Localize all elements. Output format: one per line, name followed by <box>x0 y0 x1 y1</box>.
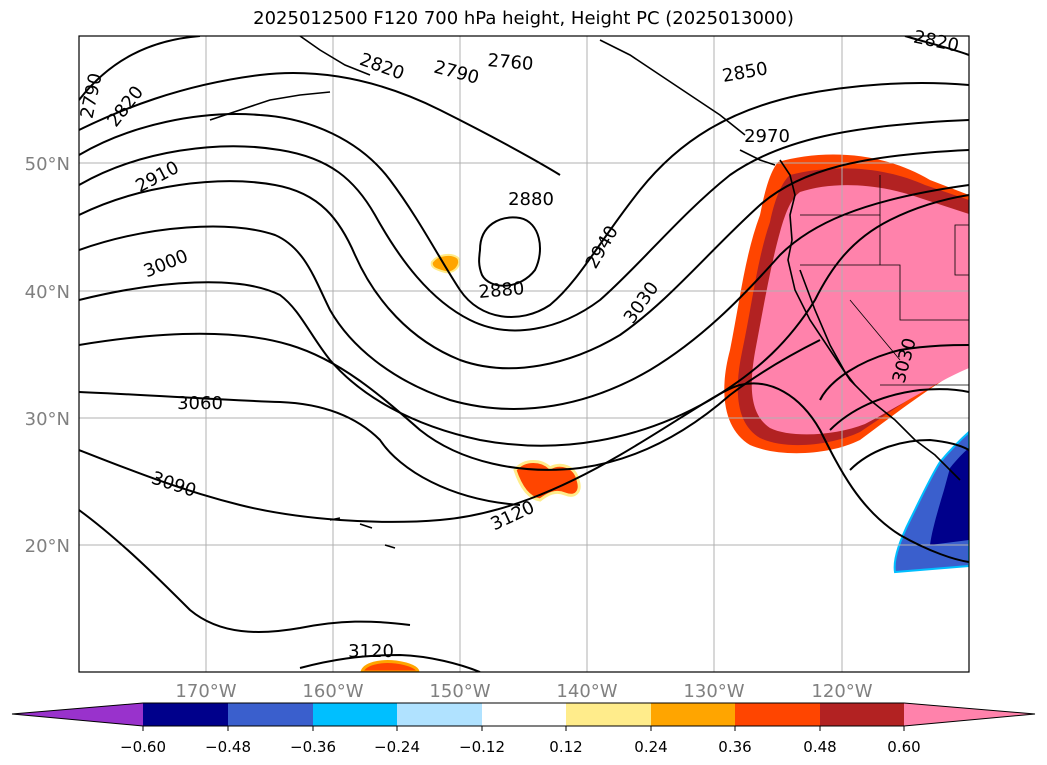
colorbar-tick: −0.60 <box>120 738 166 756</box>
map-panel <box>79 36 969 672</box>
colorbar-swatch <box>313 703 397 726</box>
colorbar-swatch <box>820 703 904 726</box>
colorbar-tick: −0.48 <box>205 738 251 756</box>
contour-label: 2880 <box>508 189 554 210</box>
contour-label: 2940 <box>582 222 623 272</box>
height-contours <box>79 36 969 672</box>
lon-label: 150°W <box>429 681 490 702</box>
lat-label: 50°N <box>25 154 70 175</box>
colorbar-extend-low <box>12 703 143 726</box>
colorbar-swatch <box>566 703 651 726</box>
positive-anomaly-blob <box>513 460 581 502</box>
negative-anomaly-core <box>930 448 969 545</box>
positive-anomaly-peak <box>751 185 969 435</box>
contour-label: 2850 <box>721 58 770 87</box>
colorbar-extend-high <box>904 703 1035 726</box>
state-borders <box>800 175 969 386</box>
contour-label: 2820 <box>357 49 407 84</box>
colorbar-swatch <box>735 703 820 726</box>
colorbar-swatch <box>482 703 566 726</box>
longitude-labels: 170°W 160°W 150°W 140°W 130°W 120°W <box>175 681 872 702</box>
contour-label: 2880 <box>478 278 525 303</box>
colorbar-swatch <box>228 703 313 726</box>
contour-label: 3060 <box>177 393 223 414</box>
contour-label: 2790 <box>432 57 482 89</box>
contour-label: 3030 <box>620 278 663 328</box>
map-title: 2025012500 F120 700 hPa height, Height P… <box>253 8 794 29</box>
colorbar-tick: 0.60 <box>887 738 920 756</box>
colorbar: −0.60 −0.48 −0.36 −0.24 −0.12 0.12 0.24 … <box>11 702 1036 756</box>
lon-label: 140°W <box>556 681 617 702</box>
colorbar-tick: 0.48 <box>803 738 836 756</box>
contour-label: 2820 <box>912 27 961 57</box>
colorbar-tick: −0.24 <box>374 738 420 756</box>
map-frame <box>78 35 970 673</box>
lon-label: 130°W <box>683 681 744 702</box>
colorbar-tick: −0.36 <box>290 738 336 756</box>
colorbar-swatch <box>397 703 482 726</box>
contour-label: 2820 <box>103 82 148 131</box>
contour-label: 2790 <box>77 71 107 120</box>
positive-anomaly-blob <box>430 253 461 274</box>
colorbar-tick: −0.12 <box>459 738 505 756</box>
lat-label: 30°N <box>25 409 70 430</box>
colorbar-swatch <box>143 703 228 726</box>
lon-label: 120°W <box>811 681 872 702</box>
contour-label: 2970 <box>744 126 790 147</box>
contour-label: 3000 <box>141 246 191 283</box>
colorbar-tick: 0.12 <box>549 738 582 756</box>
colorbar-tick: 0.24 <box>634 738 667 756</box>
lat-label: 20°N <box>25 536 70 557</box>
positive-anomaly-blob <box>360 660 420 672</box>
latitude-labels: 50°N 40°N 30°N 20°N <box>25 154 70 557</box>
contour-label: 3120 <box>348 641 394 662</box>
colorbar-swatch <box>651 703 735 726</box>
contour-label: 3090 <box>149 468 199 502</box>
contour-label: 2760 <box>487 50 534 75</box>
lon-label: 160°W <box>302 681 363 702</box>
anomaly-shading <box>360 154 969 672</box>
lon-label: 170°W <box>175 681 236 702</box>
lat-label: 40°N <box>25 282 70 303</box>
colorbar-tick: 0.36 <box>718 738 751 756</box>
